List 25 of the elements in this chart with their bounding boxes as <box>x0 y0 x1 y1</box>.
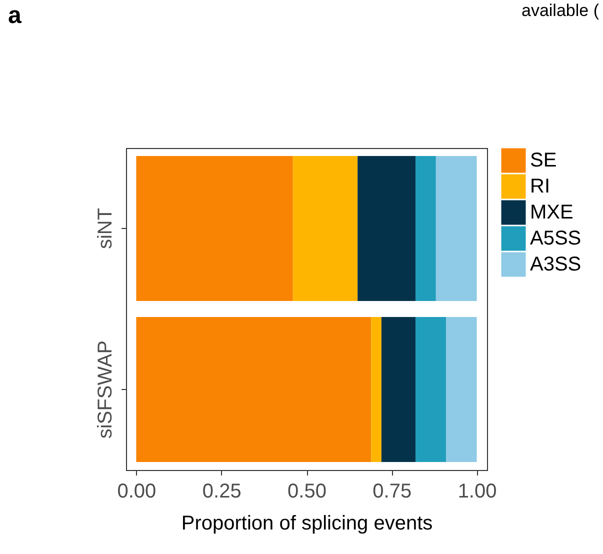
legend-label: RI <box>530 176 550 198</box>
bar <box>381 317 416 462</box>
x-tick-label: 0.00 <box>117 480 156 502</box>
legend-label: SE <box>530 150 557 172</box>
legend-label: A5SS <box>530 228 582 250</box>
bar <box>136 156 293 301</box>
text: available ( <box>522 1 599 21</box>
legend-label: MXE <box>530 202 574 224</box>
y-tick-label: siNT <box>94 208 116 250</box>
bar <box>415 317 446 462</box>
text: a <box>8 2 22 30</box>
bar <box>446 317 477 462</box>
bar <box>436 156 477 301</box>
bar <box>371 317 382 462</box>
x-tick-label: 0.50 <box>288 480 326 502</box>
x-tick-label: 0.25 <box>202 480 242 502</box>
bar <box>415 156 436 301</box>
legend-label: A3SS <box>530 254 582 276</box>
bar <box>358 156 416 301</box>
bar <box>136 317 372 462</box>
bar <box>292 156 358 301</box>
y-tick-label: siSFSWAP <box>94 340 116 439</box>
x-tick-label: 1.00 <box>458 480 497 502</box>
x-tick-label: 0.75 <box>372 480 412 502</box>
x-axis-title: Proportion of splicing events <box>181 512 433 534</box>
